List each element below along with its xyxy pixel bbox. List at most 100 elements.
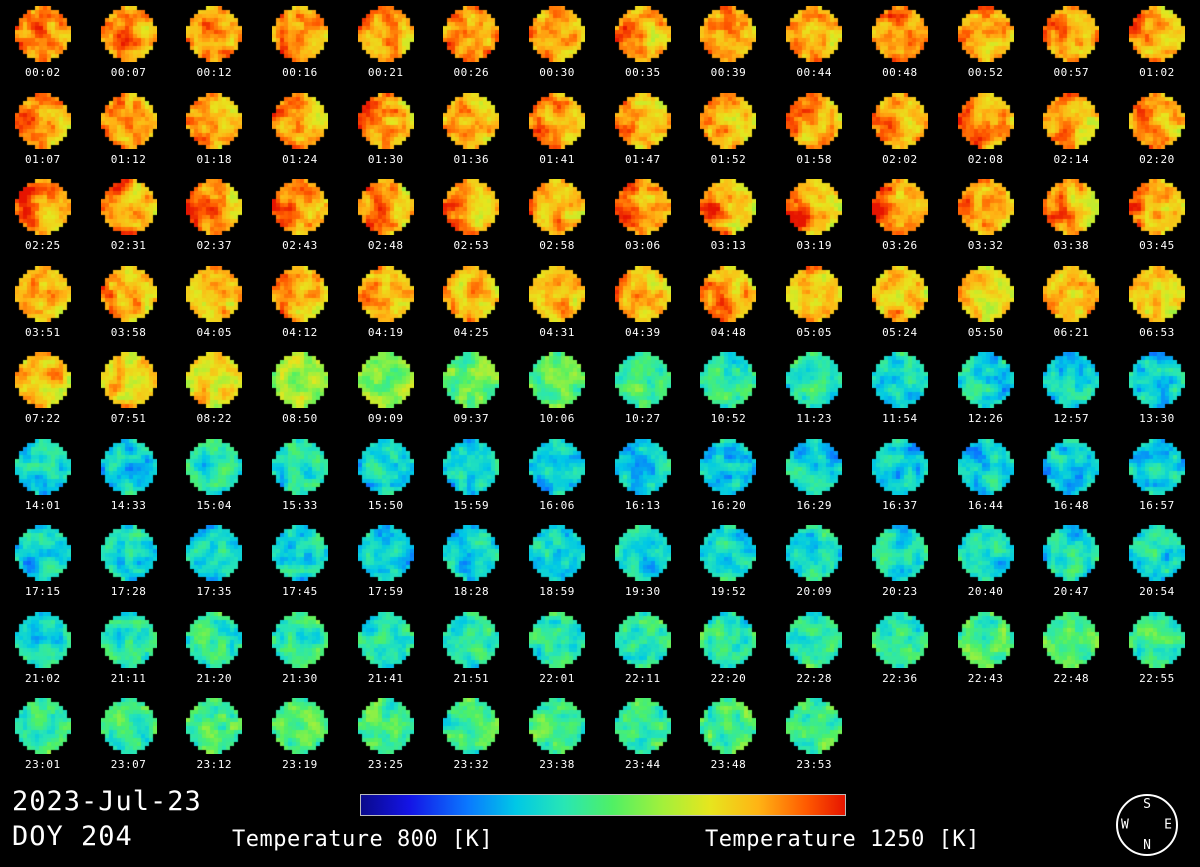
frame-timestamp: 02:37 bbox=[196, 239, 233, 252]
frame-timestamp: 03:13 bbox=[710, 239, 747, 252]
frame-timestamp: 22:11 bbox=[624, 671, 661, 685]
frame-cell: 00:57 bbox=[1028, 4, 1114, 91]
frame-timestamp: 00:12 bbox=[196, 66, 233, 79]
frame-timestamp: 23:19 bbox=[282, 758, 318, 771]
temperature-disk-map bbox=[871, 525, 928, 581]
temperature-disk-map bbox=[957, 611, 1014, 668]
frame-cell: 03:26 bbox=[857, 177, 943, 264]
temperature-disk-map bbox=[871, 179, 928, 235]
frame-timestamp: 20:47 bbox=[1053, 585, 1090, 598]
frame-cell: 22:43 bbox=[943, 610, 1029, 697]
frame-timestamp: 16:37 bbox=[882, 498, 918, 512]
frame-timestamp: 23:32 bbox=[453, 758, 490, 771]
temperature-disk-map bbox=[357, 92, 414, 149]
frame-timestamp: 18:28 bbox=[453, 585, 490, 598]
frame-cell: 19:30 bbox=[600, 523, 686, 610]
temperature-disk-map bbox=[529, 265, 586, 322]
frame-cell: 14:33 bbox=[86, 437, 172, 524]
frame-timestamp: 04:12 bbox=[282, 325, 318, 339]
frame-cell: 17:28 bbox=[86, 523, 172, 610]
frame-timestamp: 16:20 bbox=[710, 498, 747, 512]
frame-timestamp: 00:07 bbox=[110, 66, 147, 79]
frame-timestamp: 00:57 bbox=[1053, 66, 1090, 79]
temperature-disk-map bbox=[614, 698, 671, 754]
temperature-disk-map bbox=[186, 525, 243, 581]
frame-row: 03:51 03:58 04:05 04:12 04:19 04:25 04:31 04:39… bbox=[0, 264, 1200, 351]
temperature-disk-map bbox=[1128, 6, 1185, 62]
colorbar-max-label: Temperature 1250 [K] bbox=[705, 827, 980, 852]
frame-cell: 14:01 bbox=[0, 437, 86, 524]
temperature-disk-map bbox=[871, 352, 928, 408]
temperature-disk-map bbox=[529, 352, 586, 408]
frame-timestamp: 16:13 bbox=[624, 498, 661, 512]
frame-timestamp: 01:41 bbox=[539, 152, 575, 166]
compass-west-label: W bbox=[1121, 817, 1129, 833]
frame-timestamp: 06:53 bbox=[1139, 325, 1175, 339]
frame-cell: 16:13 bbox=[600, 437, 686, 524]
frame-timestamp: 02:25 bbox=[25, 239, 61, 252]
temperature-disk-map bbox=[186, 438, 243, 495]
compass-north-label: N bbox=[1143, 838, 1151, 853]
frame-cell: 07:22 bbox=[0, 350, 86, 437]
temperature-disk-map bbox=[271, 179, 328, 235]
temperature-disk-map bbox=[14, 352, 71, 408]
frame-timestamp: 04:48 bbox=[710, 325, 747, 339]
temperature-disk-map bbox=[443, 6, 500, 62]
temperature-disk-map bbox=[271, 698, 328, 754]
frame-cell: 16:48 bbox=[1028, 437, 1114, 524]
frame-timestamp: 09:09 bbox=[367, 412, 404, 425]
temperature-disk-map bbox=[871, 92, 928, 149]
temperature-disk-map bbox=[14, 611, 71, 668]
frame-timestamp: 20:54 bbox=[1139, 585, 1175, 598]
frame-timestamp: 02:08 bbox=[967, 152, 1004, 166]
frame-cell: 19:52 bbox=[686, 523, 772, 610]
frame-timestamp: 03:38 bbox=[1053, 239, 1090, 252]
frame-cell: 17:45 bbox=[257, 523, 343, 610]
temperature-disk-map bbox=[357, 265, 414, 322]
frame-cell: 01:52 bbox=[686, 91, 772, 178]
temperature-disk-map bbox=[786, 6, 843, 62]
frame-timestamp: 01:24 bbox=[282, 152, 318, 166]
frame-cell: 23:38 bbox=[514, 696, 600, 783]
frame-cell: 00:48 bbox=[857, 4, 943, 91]
frame-cell: 16:06 bbox=[514, 437, 600, 524]
frame-cell: 22:01 bbox=[514, 610, 600, 697]
frame-timestamp: 01:18 bbox=[196, 152, 233, 166]
temperature-disk-map bbox=[786, 525, 843, 581]
frame-cell: 03:58 bbox=[86, 264, 172, 351]
frame-timestamp: 12:57 bbox=[1053, 412, 1090, 425]
frame-cell: 00:21 bbox=[343, 4, 429, 91]
temperature-disk-map bbox=[271, 352, 328, 408]
frame-cell: 20:40 bbox=[943, 523, 1029, 610]
temperature-disk-map bbox=[529, 179, 586, 235]
frame-timestamp: 22:36 bbox=[882, 671, 918, 685]
temperature-disk-map bbox=[957, 265, 1014, 322]
frame-cell: 23:32 bbox=[429, 696, 515, 783]
frame-timestamp: 17:45 bbox=[282, 585, 318, 598]
frame-timestamp: 00:48 bbox=[882, 66, 918, 79]
frame-cell: 10:52 bbox=[686, 350, 772, 437]
frame-cell: 05:24 bbox=[857, 264, 943, 351]
frame-timestamp: 22:43 bbox=[967, 671, 1004, 685]
temperature-disk-map bbox=[957, 6, 1014, 62]
frame-cell: 06:21 bbox=[1028, 264, 1114, 351]
temperature-disk-map bbox=[700, 179, 757, 235]
frame-timestamp: 08:50 bbox=[282, 412, 318, 425]
frame-timestamp: 16:48 bbox=[1053, 498, 1090, 512]
frame-cell: 04:39 bbox=[600, 264, 686, 351]
frame-cell: 04:25 bbox=[429, 264, 515, 351]
frame-cell: 00:12 bbox=[171, 4, 257, 91]
frame-timestamp: 00:26 bbox=[453, 66, 490, 79]
temperature-disk-map bbox=[443, 698, 500, 754]
frame-cell: 20:54 bbox=[1114, 523, 1200, 610]
frame-timestamp: 03:51 bbox=[25, 325, 61, 339]
frame-timestamp: 05:50 bbox=[967, 325, 1004, 339]
temperature-colorbar bbox=[360, 794, 846, 816]
temperature-disk-map bbox=[786, 698, 843, 754]
frame-cell: 05:05 bbox=[771, 264, 857, 351]
temperature-disk-map bbox=[871, 438, 928, 495]
frame-cell: 23:01 bbox=[0, 696, 86, 783]
temperature-disk-map bbox=[614, 265, 671, 322]
frame-cell: 10:27 bbox=[600, 350, 686, 437]
frame-cell: 06:53 bbox=[1114, 264, 1200, 351]
